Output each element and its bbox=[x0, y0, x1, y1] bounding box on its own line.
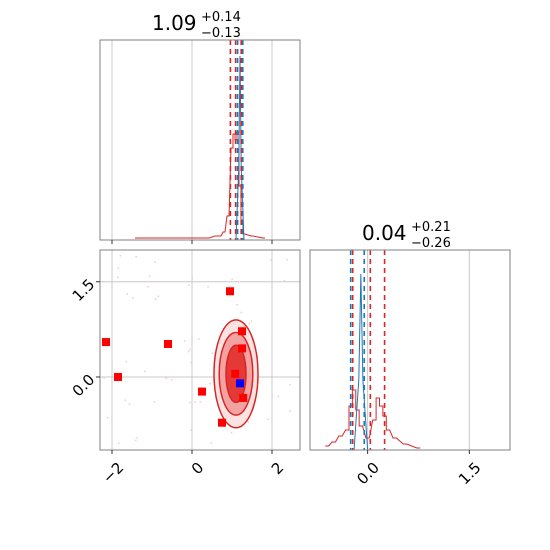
x-tick-label: −2 bbox=[99, 459, 127, 487]
scatter-point bbox=[270, 259, 272, 261]
scatter-point bbox=[283, 280, 286, 282]
scatter-point bbox=[188, 284, 190, 286]
scatter-point bbox=[126, 293, 129, 295]
scatter-point bbox=[106, 416, 109, 419]
param1-title-plus: +0.14 bbox=[201, 10, 241, 25]
scatter-point bbox=[103, 377, 105, 379]
panel-frame bbox=[99, 249, 301, 451]
scatter-point bbox=[286, 259, 288, 261]
red-square-marker bbox=[218, 418, 226, 427]
y-tick-label: 0.0 bbox=[69, 371, 99, 401]
scatter-point bbox=[148, 275, 151, 278]
red-square-marker bbox=[238, 327, 246, 336]
param1-title-minus: −0.13 bbox=[201, 26, 241, 41]
scatter-point bbox=[124, 399, 127, 402]
scatter-point bbox=[289, 410, 291, 412]
scatter-point bbox=[190, 429, 192, 431]
scatter-point bbox=[209, 382, 211, 385]
scatter-point bbox=[190, 361, 192, 364]
scatter-point bbox=[170, 379, 173, 381]
panel-frame bbox=[309, 249, 511, 451]
scatter-point bbox=[231, 278, 233, 280]
scatter-point bbox=[289, 383, 291, 386]
scatter-point bbox=[154, 261, 156, 264]
scatter-point bbox=[135, 439, 137, 442]
y-tick-label: 1.5 bbox=[69, 275, 99, 305]
param1-histogram-panel: 1.09 +0.14 −0.13 bbox=[99, 10, 301, 244]
histogram-step bbox=[325, 389, 421, 449]
red-square-marker bbox=[102, 338, 110, 347]
scatter-point bbox=[207, 285, 209, 288]
scatter-point bbox=[147, 285, 149, 288]
scatter-point bbox=[188, 348, 191, 351]
scatter-point bbox=[128, 403, 131, 405]
scatter-point bbox=[117, 267, 120, 269]
red-square-marker bbox=[226, 287, 234, 296]
scatter-point bbox=[154, 298, 157, 300]
scatter-point bbox=[135, 255, 137, 258]
x-tick-label: 0.0 bbox=[353, 459, 383, 489]
scatter-point bbox=[165, 377, 167, 380]
scatter-point bbox=[236, 304, 238, 306]
panel-frame bbox=[99, 39, 301, 241]
red-square-marker bbox=[239, 393, 248, 402]
scatter-point bbox=[125, 360, 128, 363]
scatter-point bbox=[117, 276, 119, 279]
scatter-point bbox=[144, 370, 146, 373]
histogram-step bbox=[135, 131, 265, 239]
scatter-point bbox=[250, 320, 253, 322]
scatter-point bbox=[247, 421, 250, 423]
scatter-point bbox=[132, 297, 134, 299]
red-square-marker bbox=[238, 344, 246, 353]
param2-title-minus: −0.26 bbox=[411, 236, 451, 251]
param2-title-value: 0.04 bbox=[362, 221, 407, 245]
scatter-point bbox=[240, 311, 243, 314]
scatter-point bbox=[211, 352, 214, 354]
red-square-marker bbox=[231, 369, 240, 378]
param2-histogram-panel: 0.04 +0.21 −0.26 0.0 1.5 bbox=[309, 220, 511, 489]
x-tick-label: 1.5 bbox=[455, 459, 485, 489]
param1-title: 1.09 bbox=[152, 11, 197, 35]
param1-title-value: 1.09 bbox=[152, 11, 197, 35]
x-tick-label: 2 bbox=[268, 459, 287, 478]
scatter-point bbox=[111, 366, 113, 369]
narrow-peak-line bbox=[353, 273, 369, 451]
scatter-point bbox=[184, 340, 186, 342]
scatter-point bbox=[187, 350, 190, 353]
red-square-marker bbox=[114, 372, 122, 381]
scatter-point bbox=[157, 295, 160, 298]
scatter-point bbox=[248, 322, 250, 325]
scatter-point bbox=[194, 401, 196, 403]
scatter-point bbox=[153, 400, 156, 403]
narrow-peak-line bbox=[235, 55, 245, 241]
scatter-point bbox=[267, 418, 269, 421]
scatter-point bbox=[277, 395, 280, 398]
param2-title: 0.04 bbox=[362, 221, 407, 245]
joint-scatter-panel: −2 0 2 0.0 1.5 bbox=[69, 249, 301, 487]
scatter-point bbox=[199, 401, 202, 403]
scatter-point bbox=[198, 338, 200, 340]
scatter-point bbox=[118, 442, 120, 445]
scatter-point bbox=[230, 431, 233, 434]
scatter-point bbox=[136, 437, 139, 439]
scatter-point bbox=[191, 277, 193, 280]
scatter-point bbox=[189, 401, 191, 404]
param2-title-plus: +0.21 bbox=[411, 220, 451, 235]
x-tick-label: 0 bbox=[188, 459, 207, 478]
scatter-point bbox=[210, 442, 213, 444]
red-square-marker bbox=[198, 387, 206, 396]
blue-square-marker bbox=[236, 379, 244, 388]
red-square-marker bbox=[164, 339, 172, 348]
scatter-point bbox=[119, 255, 122, 257]
